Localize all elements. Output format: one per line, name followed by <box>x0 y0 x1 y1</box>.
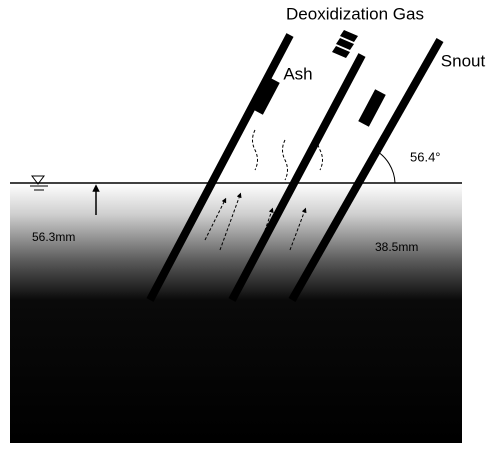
lance <box>146 33 294 302</box>
ash-label: Ash <box>283 64 312 83</box>
angle-arc <box>374 149 396 184</box>
depth-label-left: 56.3mm <box>32 230 75 244</box>
lance-clamps <box>252 30 386 127</box>
snout-label: Snout <box>441 51 486 70</box>
depth-label-right: 38.5mm <box>375 240 418 254</box>
lances <box>146 33 444 302</box>
lance <box>228 53 366 302</box>
gas-flow <box>204 129 323 251</box>
level-symbol <box>30 175 48 191</box>
molten-bath <box>10 183 462 443</box>
lance <box>288 38 444 302</box>
gas-label: Deoxidization Gas <box>286 4 424 23</box>
angle-label: 56.4° <box>410 149 441 164</box>
